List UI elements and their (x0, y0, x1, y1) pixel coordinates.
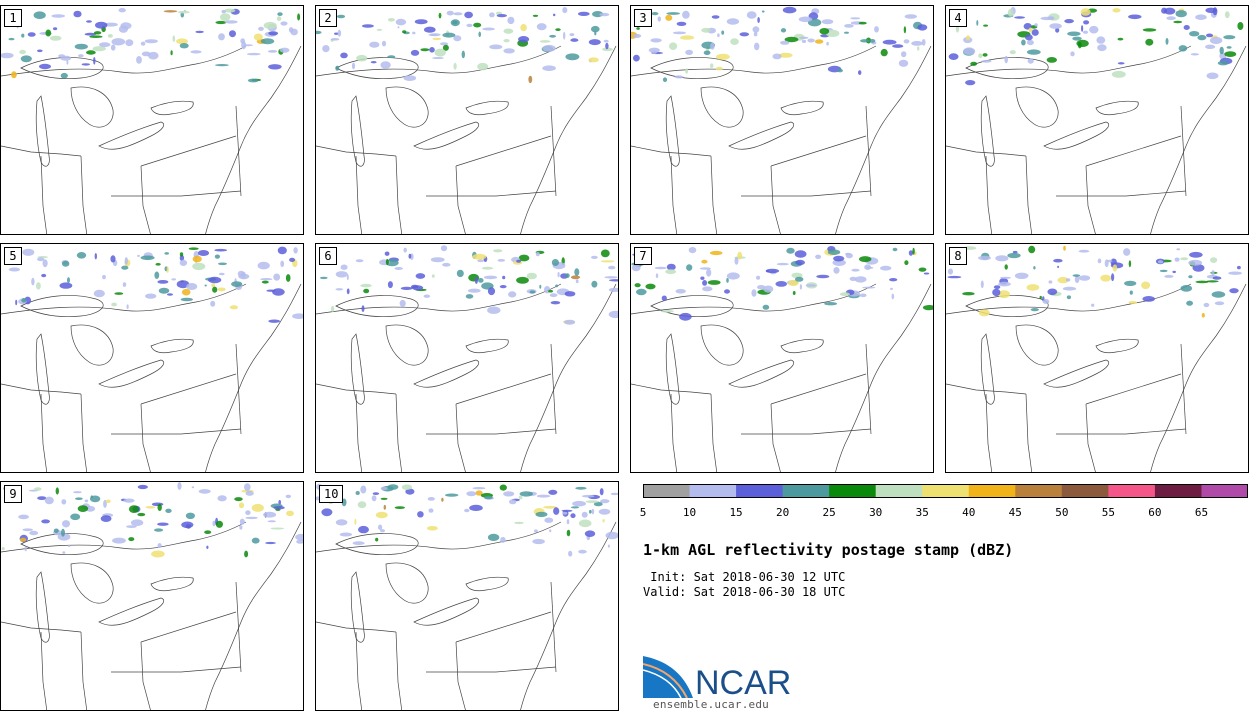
member-label: 7 (634, 247, 652, 265)
member-panel-10: 10 (315, 481, 619, 711)
map-panel-2 (316, 7, 617, 234)
colorbar-tick: 45 (1008, 506, 1022, 519)
colorbar-tick: 60 (1148, 506, 1162, 519)
colorbar-tick: 15 (729, 506, 743, 519)
ncar-logo-swoosh (643, 656, 693, 698)
valid-time: Valid: Sat 2018-06-30 18 UTC (643, 585, 846, 599)
colorbar-bin (829, 484, 877, 498)
colorbar-bin (736, 484, 784, 498)
colorbar-bin (922, 484, 970, 498)
colorbar-bin (875, 484, 923, 498)
ncar-logo: NCAR (643, 656, 791, 698)
init-time: Init: Sat 2018-06-30 12 UTC (643, 570, 846, 584)
colorbar-tick: 35 (915, 506, 929, 519)
map-panel-4 (946, 7, 1247, 234)
member-panel-7: 7 (630, 243, 934, 473)
map-panel-3 (631, 6, 932, 234)
colorbar-tick: 5 (639, 506, 647, 519)
member-panel-8: 8 (945, 243, 1249, 473)
member-panel-4: 4 (945, 5, 1249, 235)
map-panel-9 (1, 482, 303, 710)
colorbar-bin (1061, 484, 1109, 498)
colorbar-bin (1154, 484, 1202, 498)
plot-title: 1-km AGL reflectivity postage stamp (dBZ… (643, 541, 1014, 559)
member-label: 3 (634, 9, 652, 27)
member-label: 6 (319, 247, 337, 265)
colorbar-bin (689, 484, 737, 498)
colorbar-tick: 30 (869, 506, 883, 519)
member-panel-3: 3 (630, 5, 934, 235)
reflectivity-colorbar (643, 484, 1248, 498)
map-panel-1 (1, 8, 302, 234)
map-panel-7 (631, 246, 933, 472)
member-label: 10 (319, 485, 344, 503)
colorbar-tick: 65 (1194, 506, 1209, 519)
colorbar-tick: 25 (822, 506, 836, 519)
colorbar-tick: 10 (682, 506, 697, 519)
colorbar-bin (1015, 484, 1063, 498)
colorbar-tick: 40 (962, 506, 976, 519)
colorbar-tick: 55 (1101, 506, 1115, 519)
member-label: 1 (4, 9, 22, 27)
colorbar-bin (1201, 484, 1248, 498)
colorbar-tick: 50 (1055, 506, 1069, 519)
logo-url: ensemble.ucar.edu (653, 698, 769, 711)
colorbar-tick-labels: 5 10 15 20 25 30 35 40 45 50 55 60 65 (639, 506, 1260, 520)
member-panel-9: 9 (0, 481, 304, 711)
member-panel-2: 2 (315, 5, 619, 235)
member-label: 2 (319, 9, 337, 27)
colorbar-bin (643, 484, 691, 498)
colorbar-tick: 20 (775, 506, 790, 519)
member-panel-1: 1 (0, 5, 304, 235)
map-panel-8 (946, 245, 1247, 472)
map-panel-5 (1, 246, 303, 472)
ncar-wordmark: NCAR (695, 664, 791, 698)
member-label: 9 (4, 485, 22, 503)
member-label: 4 (949, 9, 967, 27)
map-panel-6 (316, 245, 618, 472)
map-panel-10 (316, 483, 618, 710)
member-panel-5: 5 (0, 243, 304, 473)
colorbar-bin (1108, 484, 1156, 498)
member-label: 5 (4, 247, 22, 265)
member-label: 8 (949, 247, 967, 265)
colorbar-bin (968, 484, 1016, 498)
member-panel-6: 6 (315, 243, 619, 473)
colorbar-bin (782, 484, 830, 498)
